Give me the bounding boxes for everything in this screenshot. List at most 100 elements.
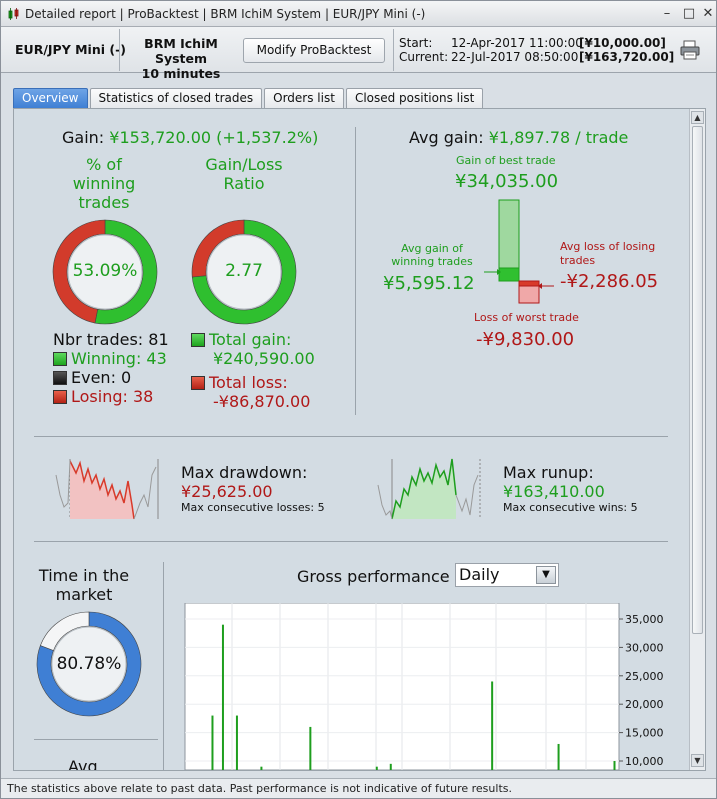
- chart-bar: [491, 681, 494, 770]
- period-select-value: Daily: [459, 565, 500, 584]
- time-in-market-value: 80.78%: [56, 654, 122, 674]
- time-donut-main-segment: [36, 611, 142, 717]
- title-separator: |: [321, 6, 333, 21]
- time-in-market-title: Time in the market: [38, 566, 130, 604]
- y-tick-label: 20,000: [625, 698, 664, 711]
- time-donut-rest-segment: [40, 611, 90, 651]
- candlestick-icon: [7, 7, 21, 21]
- disclaimer-bar: The statistics above relate to past data…: [1, 778, 716, 798]
- even-count: Even: 0: [53, 368, 131, 387]
- trade-range-graphic: [484, 199, 554, 304]
- start-label: Start:: [399, 36, 433, 50]
- timeframe: 10 minutes: [141, 66, 221, 81]
- max-drawdown-label: Max drawdown:: [181, 463, 308, 482]
- max-runup-value: ¥163,410.00: [503, 482, 605, 501]
- winning-pct: 53.09%: [72, 261, 138, 281]
- total-gain-swatch: [191, 333, 205, 347]
- tab-orders-list[interactable]: Orders list: [264, 88, 344, 108]
- avg-gain-value: ¥1,897.78 / trade: [488, 128, 629, 147]
- ratio-donut-center: [206, 234, 282, 310]
- header-divider: [119, 29, 120, 71]
- system-info: BRM IchiM System 10 minutes: [121, 36, 241, 81]
- title-part-report: Detailed report: [25, 6, 116, 21]
- title-bar: Detailed report | ProBacktest | BRM Ichi…: [1, 1, 716, 27]
- report-header: EUR/JPY Mini (-) BRM IchiM System 10 min…: [1, 27, 716, 81]
- max-drawdown-value: ¥25,625.00: [181, 482, 273, 501]
- instrument-name: EUR/JPY Mini (-): [15, 42, 126, 57]
- worst-trade-label: Loss of worst trade: [474, 311, 579, 324]
- avg-gain-label: Avg gain:: [409, 128, 484, 147]
- chart-bar: [221, 624, 224, 770]
- total-loss-value: -¥86,870.00: [213, 392, 311, 411]
- gain-loss-ratio-donut: [191, 219, 297, 325]
- ratio-donut-main-segment: [191, 219, 297, 325]
- ratio-donut-rest-segment: [191, 219, 245, 278]
- max-consecutive-losses: Max consecutive losses: 5: [181, 501, 325, 514]
- drawdown-sparkline: [55, 459, 159, 520]
- winning-swatch: [53, 352, 67, 366]
- system-name: BRM IchiM System: [144, 36, 218, 66]
- section-divider: [34, 541, 668, 542]
- tab-statistics-closed-trades[interactable]: Statistics of closed trades: [89, 88, 263, 108]
- close-icon[interactable]: ✕: [702, 6, 714, 21]
- tab-overview[interactable]: Overview: [13, 88, 88, 108]
- printer-icon[interactable]: [679, 39, 701, 61]
- minimize-icon[interactable]: –: [663, 6, 671, 21]
- total-gain-value: ¥240,590.00: [213, 349, 315, 368]
- vertical-scrollbar[interactable]: ▲ ▼: [689, 109, 705, 770]
- chart-bar: [211, 715, 214, 770]
- time-in-market-donut: [36, 611, 142, 717]
- best-trade-label: Gain of best trade: [456, 154, 556, 167]
- gross-performance-label: Gross performance: [297, 567, 450, 586]
- title-part-system: BRM IchiM System: [210, 6, 322, 21]
- current-date: 22-Jul-2017 08:50:00: [451, 50, 579, 64]
- avg-win-value: ¥5,595.12: [383, 273, 475, 294]
- maximize-icon[interactable]: □: [682, 6, 696, 21]
- start-date: 12-Apr-2017 11:00:00: [451, 36, 583, 50]
- overview-panel: Gain: ¥153,720.00 (+1,537.2%) % of winni…: [13, 108, 706, 771]
- avg-loss-label: Avg loss of losing trades: [560, 240, 656, 267]
- y-tick-label: 10,000: [625, 755, 664, 768]
- worst-trade-value: -¥9,830.00: [476, 329, 575, 350]
- report-tabs: Overview Statistics of closed trades Ord…: [13, 88, 485, 108]
- y-tick-label: 30,000: [625, 641, 664, 654]
- losing-swatch: [53, 390, 67, 404]
- avg-gain-summary: Avg gain: ¥1,897.78 / trade: [409, 128, 628, 147]
- start-amount: [¥10,000.00]: [579, 36, 666, 50]
- y-tick-label: 15,000: [625, 727, 664, 740]
- avg-win-label: Avg gain of winning trades: [391, 242, 473, 268]
- total-gain: Total gain:: [191, 330, 291, 349]
- scrollbar-thumb[interactable]: [692, 126, 703, 634]
- chart-bar: [235, 715, 238, 770]
- chart-bar: [375, 766, 378, 770]
- chevron-down-icon[interactable]: ▼: [536, 566, 556, 584]
- chart-bar: [260, 766, 263, 770]
- winning-donut-rest-segment: [52, 219, 106, 324]
- winning-trades-title: % of winning trades: [72, 155, 136, 212]
- runup-sparkline: [377, 458, 481, 520]
- scroll-down-icon[interactable]: ▼: [691, 754, 704, 767]
- period-select[interactable]: Daily ▼: [455, 563, 559, 587]
- section-divider: [163, 562, 164, 770]
- gain-label: Gain:: [62, 128, 105, 147]
- winning-count: Winning: 43: [53, 349, 167, 368]
- window-title: Detailed report | ProBacktest | BRM Ichi…: [25, 7, 425, 21]
- y-tick-label: 25,000: [625, 670, 664, 683]
- winning-text: Winning: 43: [71, 349, 167, 368]
- tab-closed-positions-list[interactable]: Closed positions list: [345, 88, 484, 108]
- current-label: Current:: [399, 50, 449, 64]
- chart-bar: [557, 743, 560, 770]
- gain-value: ¥153,720.00 (+1,537.2%): [109, 128, 319, 147]
- chart-bar: [309, 726, 312, 770]
- scroll-up-icon[interactable]: ▲: [691, 111, 704, 124]
- winning-trades-donut: [52, 219, 158, 325]
- modify-probacktest-button[interactable]: Modify ProBacktest: [243, 38, 385, 63]
- losing-count: Losing: 38: [53, 387, 153, 406]
- section-divider: [355, 127, 356, 415]
- total-gain-label: Total gain:: [209, 330, 292, 349]
- ratio-value: 2.77: [225, 261, 263, 281]
- losing-text: Losing: 38: [71, 387, 154, 406]
- max-runup-label: Max runup:: [503, 463, 594, 482]
- nbr-trades: Nbr trades: 81: [53, 330, 169, 349]
